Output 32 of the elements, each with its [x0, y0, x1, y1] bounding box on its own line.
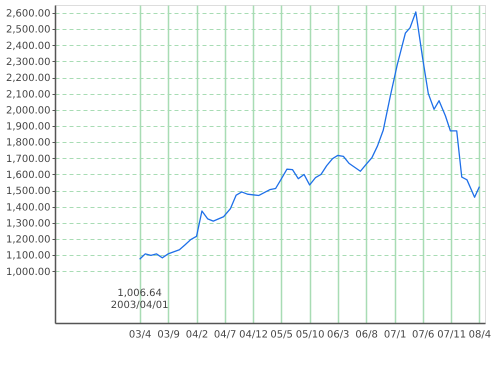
y-tick-label: 1,200.00: [6, 234, 50, 246]
y-tick-label: 1,900.00: [6, 122, 50, 133]
x-tick-label: 06/3: [326, 330, 350, 340]
y-tick-label: 1,000.00: [6, 266, 50, 278]
y-tick-label: 2,200.00: [6, 73, 50, 84]
x-tick-label: 03/4: [128, 330, 152, 340]
x-tick-label: 07/6: [412, 330, 434, 340]
y-tick-label: 2,100.00: [6, 89, 50, 100]
y-tick-label: 2,000.00: [6, 105, 50, 116]
x-tick-label: 04/2: [186, 330, 208, 340]
y-tick-label: 1,400.00: [6, 202, 50, 214]
line-series: [138, 11, 480, 260]
y-tick-label: 1,700.00: [6, 154, 50, 165]
annotation: 1,006.64 2003/04/01: [110, 288, 168, 311]
y-tick-label: 2,500.00: [6, 24, 50, 36]
y-tick-label: 1,100.00: [6, 250, 50, 262]
x-tick-label: 07/11: [437, 330, 466, 340]
x-tick-label: 06/8: [355, 330, 378, 340]
y-tick-label: 1,600.00: [6, 170, 50, 181]
y-tick-label: 2,600.00: [6, 8, 50, 20]
y-tick-label: 2,400.00: [6, 40, 50, 52]
x-tick-label: 05/5: [270, 330, 293, 340]
x-tick-label: 05/10: [296, 330, 325, 340]
x-tick-label: 04/7: [214, 330, 236, 340]
x-tick-label: 04/12: [239, 330, 268, 340]
x-tick-label: 08/4: [468, 330, 492, 340]
x-tick-label: 07/1: [384, 330, 406, 340]
x-tick-label: 03/9: [157, 330, 180, 340]
y-tick-label: 1,300.00: [6, 218, 50, 230]
y-tick-label: 2,300.00: [6, 56, 50, 68]
y-tick-label: 1,500.00: [6, 186, 50, 198]
y-tick-label: 1,800.00: [6, 138, 50, 149]
